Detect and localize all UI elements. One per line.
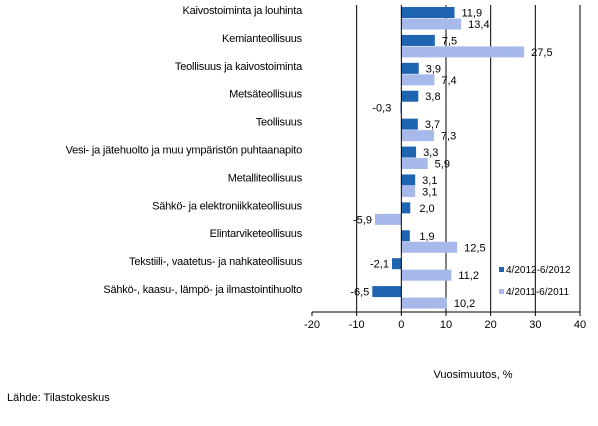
x-axis-title: Vuosimuutos, % — [433, 369, 512, 381]
data-label-series2-2: 7,4 — [441, 75, 456, 87]
labels: 11,913,4 Kaivostoiminta ja louhinta 7,5 27,… — [66, 5, 553, 310]
bar-series1-5 — [401, 146, 417, 158]
data-label-series1-1: 7,5 — [442, 35, 457, 47]
data-label-series1-7: 2,0 — [419, 203, 434, 215]
data-label-series2-8: 12,5 — [464, 242, 485, 254]
data-label-series2-7: -5,9 — [353, 214, 372, 226]
bar-series2-8 — [401, 241, 458, 253]
x-tick-label-20: 20 — [485, 319, 497, 331]
data-label-series2-3: -0,3 — [372, 103, 391, 115]
category-label-3: Metsäteollisuus — [229, 89, 303, 101]
bar-series2-6 — [401, 185, 416, 197]
axes: -20 -10 0 10 20 30 40 — [304, 5, 586, 331]
data-label-series1-6: 3,1 — [422, 175, 437, 187]
bar-series1-3 — [401, 90, 419, 102]
bar-series1-9 — [391, 258, 402, 270]
x-tick-label--10: -10 — [349, 319, 365, 331]
legend-label-series2: 4/2011-6/2011 — [506, 287, 569, 298]
data-label-series2-9: 11,2 — [458, 270, 479, 282]
bar-series2-4 — [401, 130, 434, 142]
bar-series1-0 — [401, 7, 455, 18]
bar-series2-2 — [401, 74, 435, 86]
bar-series2-9 — [401, 269, 452, 281]
legend-swatch-series2 — [499, 289, 504, 294]
category-label-1: Kemianteollisuus — [222, 33, 303, 45]
bar-series2-3 — [399, 102, 402, 114]
source-note: Lähde: Tilastokeskus — [7, 392, 110, 404]
bar-series1-7 — [401, 202, 411, 214]
data-label-series2-10: 10,2 — [454, 298, 475, 310]
legend: 4/2012-6/2012 4/2011-6/2011 — [499, 265, 571, 298]
category-label-4: Teollisuus — [256, 117, 303, 129]
data-label-series1-8: 1,9 — [419, 231, 434, 243]
x-tick-label--20: -20 — [304, 319, 320, 331]
bar-series1-6 — [401, 174, 416, 186]
data-label-series2-1: 27,5 — [531, 47, 552, 59]
x-tick-label-10: 10 — [440, 319, 452, 331]
data-label-series2-0: 13,4 — [468, 19, 489, 31]
category-label-6: Metalliteollisuus — [228, 172, 303, 184]
data-label-series1-2: 3,9 — [426, 63, 441, 75]
category-label-8: Elintarviketeollisuus — [210, 228, 303, 240]
bar-series1-1 — [401, 34, 435, 46]
x-tick-label-30: 30 — [529, 319, 541, 331]
data-label-series1-5: 3,3 — [423, 147, 438, 159]
category-label-5: Vesi- ja jätehuolto ja muu ympäristön pu… — [66, 145, 303, 157]
bar-series1-8 — [401, 230, 410, 242]
bar-series2-10 — [401, 297, 447, 309]
data-label-series2-5: 5,9 — [435, 159, 450, 171]
category-label-10: Sähkö-, kaasu-, lämpö- ja ilmastointihuo… — [103, 284, 302, 296]
x-tick-label-0: 0 — [398, 319, 404, 331]
bar-series2-7 — [374, 213, 402, 225]
bars — [372, 7, 525, 309]
bar-series1-4 — [401, 118, 418, 130]
category-label-0: Kaivostoiminta ja louhinta — [182, 5, 303, 17]
data-label-series2-4: 7,3 — [441, 131, 456, 143]
category-label-9: Tekstiili-, vaatetus- ja nahkateollisuus — [129, 256, 303, 268]
bar-series1-2 — [401, 62, 419, 74]
legend-swatch-series1 — [499, 267, 504, 272]
bar-series1-10 — [372, 286, 402, 298]
data-label-series1-4: 3,7 — [425, 119, 440, 131]
bar-series2-0 — [401, 18, 462, 30]
data-label-series1-10: -6,5 — [350, 287, 369, 299]
bar-series2-1 — [401, 46, 525, 58]
data-label-series1-3: 3,8 — [425, 91, 440, 103]
bar-series2-5 — [401, 158, 428, 170]
x-tick-label-40: 40 — [574, 319, 586, 331]
data-label-series1-9: -2,1 — [370, 259, 389, 271]
data-label-series1-0: 11,9 — [461, 8, 482, 20]
category-label-2: Teollisuus ja kaivostoiminta — [175, 61, 303, 73]
data-label-series2-6: 3,1 — [422, 186, 437, 198]
category-label-7: Sähkö- ja elektroniikkateollisuus — [152, 200, 303, 212]
legend-label-series1: 4/2012-6/2012 — [506, 265, 571, 276]
